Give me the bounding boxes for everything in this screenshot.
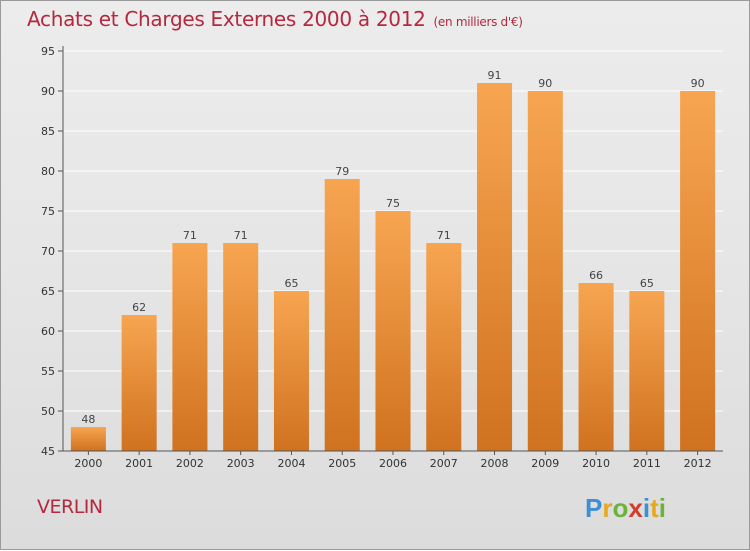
city-name: VERLIN [37, 496, 103, 518]
x-tick-label: 2008 [481, 457, 509, 470]
x-tick-label: 2001 [125, 457, 153, 470]
y-tick-label: 85 [41, 125, 55, 138]
bar [527, 91, 563, 451]
bar [375, 211, 411, 451]
y-tick-label: 90 [41, 85, 55, 98]
x-tick-label: 2000 [74, 457, 102, 470]
svg-text:Proxiti: Proxiti [585, 493, 666, 523]
y-tick-label: 75 [41, 205, 55, 218]
bar [426, 243, 462, 451]
bar-value-label: 79 [335, 165, 349, 178]
chart-title-text: Achats et Charges Externes 2000 à 2012 [27, 7, 426, 31]
chart-title: Achats et Charges Externes 2000 à 2012 (e… [27, 7, 523, 31]
y-tick-label: 70 [41, 245, 55, 258]
x-tick-label: 2003 [227, 457, 255, 470]
bar-value-label: 66 [589, 269, 603, 282]
bar-value-label: 71 [183, 229, 197, 242]
bar [273, 291, 309, 451]
bar-value-label: 75 [386, 197, 400, 210]
y-tick-label: 55 [41, 365, 55, 378]
bar [629, 291, 665, 451]
proxiti-logo: Proxiti [585, 493, 666, 523]
x-tick-label: 2012 [684, 457, 712, 470]
bar [477, 83, 513, 451]
bar [172, 243, 208, 451]
bar-value-label: 90 [691, 77, 705, 90]
bar-value-label: 71 [437, 229, 451, 242]
bar-value-label: 48 [81, 413, 95, 426]
y-tick-label: 80 [41, 165, 55, 178]
x-tick-label: 2011 [633, 457, 661, 470]
bar [324, 179, 360, 451]
bar [680, 91, 716, 451]
bar-value-label: 71 [234, 229, 248, 242]
y-tick-label: 50 [41, 405, 55, 418]
x-tick-label: 2002 [176, 457, 204, 470]
chart-subtitle: (en milliers d'€) [433, 15, 523, 29]
bar-value-label: 65 [284, 277, 298, 290]
x-tick-label: 2005 [328, 457, 356, 470]
y-tick-label: 65 [41, 285, 55, 298]
x-tick-label: 2006 [379, 457, 407, 470]
y-tick-label: 95 [41, 45, 55, 58]
bars [70, 83, 716, 451]
x-tick-label: 2009 [531, 457, 559, 470]
bar [121, 315, 157, 451]
bar-value-label: 65 [640, 277, 654, 290]
bar-value-label: 90 [538, 77, 552, 90]
bar-value-label: 91 [488, 69, 502, 82]
bar [578, 283, 614, 451]
y-tick-label: 60 [41, 325, 55, 338]
labels: 45 50 55 60 65 70 75 80 85 90 95 48 2000 62 2001 71 2002… [41, 45, 712, 470]
x-tick-label: 2007 [430, 457, 458, 470]
y-tick-label: 45 [41, 445, 55, 458]
bar [70, 427, 106, 451]
bar-value-label: 62 [132, 301, 146, 314]
x-tick-label: 2004 [277, 457, 305, 470]
x-tick-label: 2010 [582, 457, 610, 470]
axes [58, 46, 723, 455]
bar [223, 243, 259, 451]
